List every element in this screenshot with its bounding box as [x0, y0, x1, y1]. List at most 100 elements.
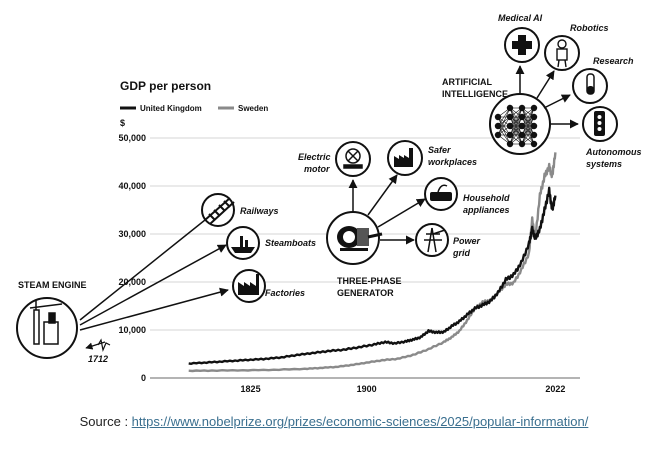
ai-network-node [530, 131, 538, 139]
robotics-drawing [556, 39, 568, 68]
series-line-uk [188, 186, 557, 365]
three-phase-label-1: THREE-PHASE [337, 276, 402, 286]
household-drawing [430, 184, 452, 201]
y-axis-ticks: 0 10,000 20,000 30,000 40,000 50,000 [118, 133, 146, 383]
steam-engine-annotation: STEAM ENGINE 1712 [16, 199, 231, 364]
three-phase-label-2: GENERATOR [337, 288, 394, 298]
ai-network-node [518, 140, 526, 148]
source-line: Source : https://www.nobelprize.org/priz… [0, 414, 668, 429]
ai-network-edge [521, 116, 535, 145]
ai-network-node [530, 113, 538, 121]
break-zigzag [97, 338, 111, 353]
ai-network-node [518, 113, 526, 121]
ai-network-edge [509, 107, 523, 136]
power-grid-label-2: grid [452, 248, 471, 258]
arrow-to-safer-workplaces [367, 174, 398, 216]
steamboats-label: Steamboats [265, 238, 316, 248]
household-label-2: appliances [463, 205, 510, 215]
autonomous-label-1: Autonomous [585, 147, 642, 157]
safer-workplaces-label-2: workplaces [428, 157, 477, 167]
ai-network-node [530, 140, 538, 148]
arrow-to-robotics [536, 70, 555, 99]
arrow-to-household [377, 198, 426, 228]
ai-network-edge [509, 107, 523, 145]
factories-label: Factories [265, 288, 305, 298]
railways-label: Railways [240, 206, 279, 216]
ai-network-edge [521, 125, 535, 145]
ai-network-node [506, 122, 514, 130]
ai-network-node [494, 131, 502, 139]
y-tick-label: 30,000 [118, 229, 146, 239]
ai-network-node [506, 131, 514, 139]
research-drawing [586, 73, 595, 95]
ai-network-node [530, 104, 538, 112]
electric-motor-label-2: motor [304, 164, 330, 174]
electric-motor-drawing [343, 148, 363, 169]
ai-network-drawing [494, 104, 538, 148]
ai-network-node [518, 104, 526, 112]
arrow-to-factories [79, 287, 229, 331]
steam-engine-icon [16, 297, 78, 359]
safer-workplaces-drawing [394, 148, 413, 167]
ai-network-edge [521, 107, 535, 127]
gridlines [150, 137, 580, 379]
robotics-icon [544, 35, 580, 71]
year-1712-label: 1712 [88, 354, 108, 364]
y-tick-label: 50,000 [118, 133, 146, 143]
ai-annotation: ARTIFICIAL INTELLIGENCE [442, 65, 579, 155]
ai-network-node [506, 113, 514, 121]
ai-network-edge [497, 116, 511, 136]
ai-network-edge [497, 107, 511, 127]
safer-workplaces-label-1: Safer [428, 145, 451, 155]
power-grid-label-1: Power [453, 236, 481, 246]
ai-network-node [518, 122, 526, 130]
ai-network-node [530, 122, 538, 130]
power-grid-drawing [424, 227, 446, 253]
x-tick-label: 2022 [545, 384, 565, 394]
household-label-1: Household [463, 193, 510, 203]
ai-network-edge [509, 125, 523, 145]
factories-drawing [238, 274, 259, 295]
chart-title: GDP per person [120, 79, 211, 93]
x-axis-ticks: 1825 1900 2022 [241, 384, 566, 394]
ai-network-node [494, 122, 502, 130]
ai-label-1: ARTIFICIAL [442, 77, 492, 87]
gdp-chart: 0 10,000 20,000 30,000 40,000 50,000 1825 1900… [16, 13, 642, 394]
ai-network-node [506, 104, 514, 112]
ai-label-2: INTELLIGENCE [442, 89, 508, 99]
y-tick-label: 20,000 [118, 277, 146, 287]
ai-network-node [506, 140, 514, 148]
series-line-sweden [188, 152, 557, 373]
arrow-to-research [543, 94, 571, 109]
three-phase-generator-annotation: THREE-PHASE GENERATOR [326, 174, 426, 298]
research-label: Research [593, 56, 634, 66]
electric-motor-label-1: Electric [298, 152, 331, 162]
generator-drawing [337, 226, 383, 251]
legend-sweden-label: Sweden [238, 104, 268, 113]
ai-network-edge [521, 107, 535, 145]
electric-motor-icon [335, 141, 371, 177]
x-tick-label: 1825 [241, 384, 261, 394]
medical-cross-drawing [512, 35, 532, 55]
y-tick-label: 0 [141, 373, 146, 383]
autonomous-label-2: systems [586, 159, 622, 169]
steamboats-drawing [231, 236, 255, 253]
ai-network-edge [509, 107, 523, 127]
autonomous-drawing [594, 111, 605, 136]
y-tick-label: 10,000 [118, 325, 146, 335]
ai-network-edge [509, 116, 523, 145]
steam-engine-label: STEAM ENGINE [18, 280, 87, 290]
ai-network-node [518, 131, 526, 139]
y-unit-label: $ [120, 118, 125, 128]
ai-network-edge [521, 107, 535, 136]
arrow-to-steamboats [79, 244, 227, 326]
x-tick-label: 1900 [357, 384, 377, 394]
source-link[interactable]: https://www.nobelprize.org/prizes/econom… [131, 414, 589, 429]
ai-network-node [494, 113, 502, 121]
legend-uk-label: United Kingdom [140, 104, 202, 113]
y-tick-label: 40,000 [118, 181, 146, 191]
medical-ai-label: Medical AI [498, 13, 543, 23]
ai-network-edge [497, 107, 511, 136]
railways-drawing [204, 197, 235, 225]
source-prefix: Source : [79, 414, 132, 429]
